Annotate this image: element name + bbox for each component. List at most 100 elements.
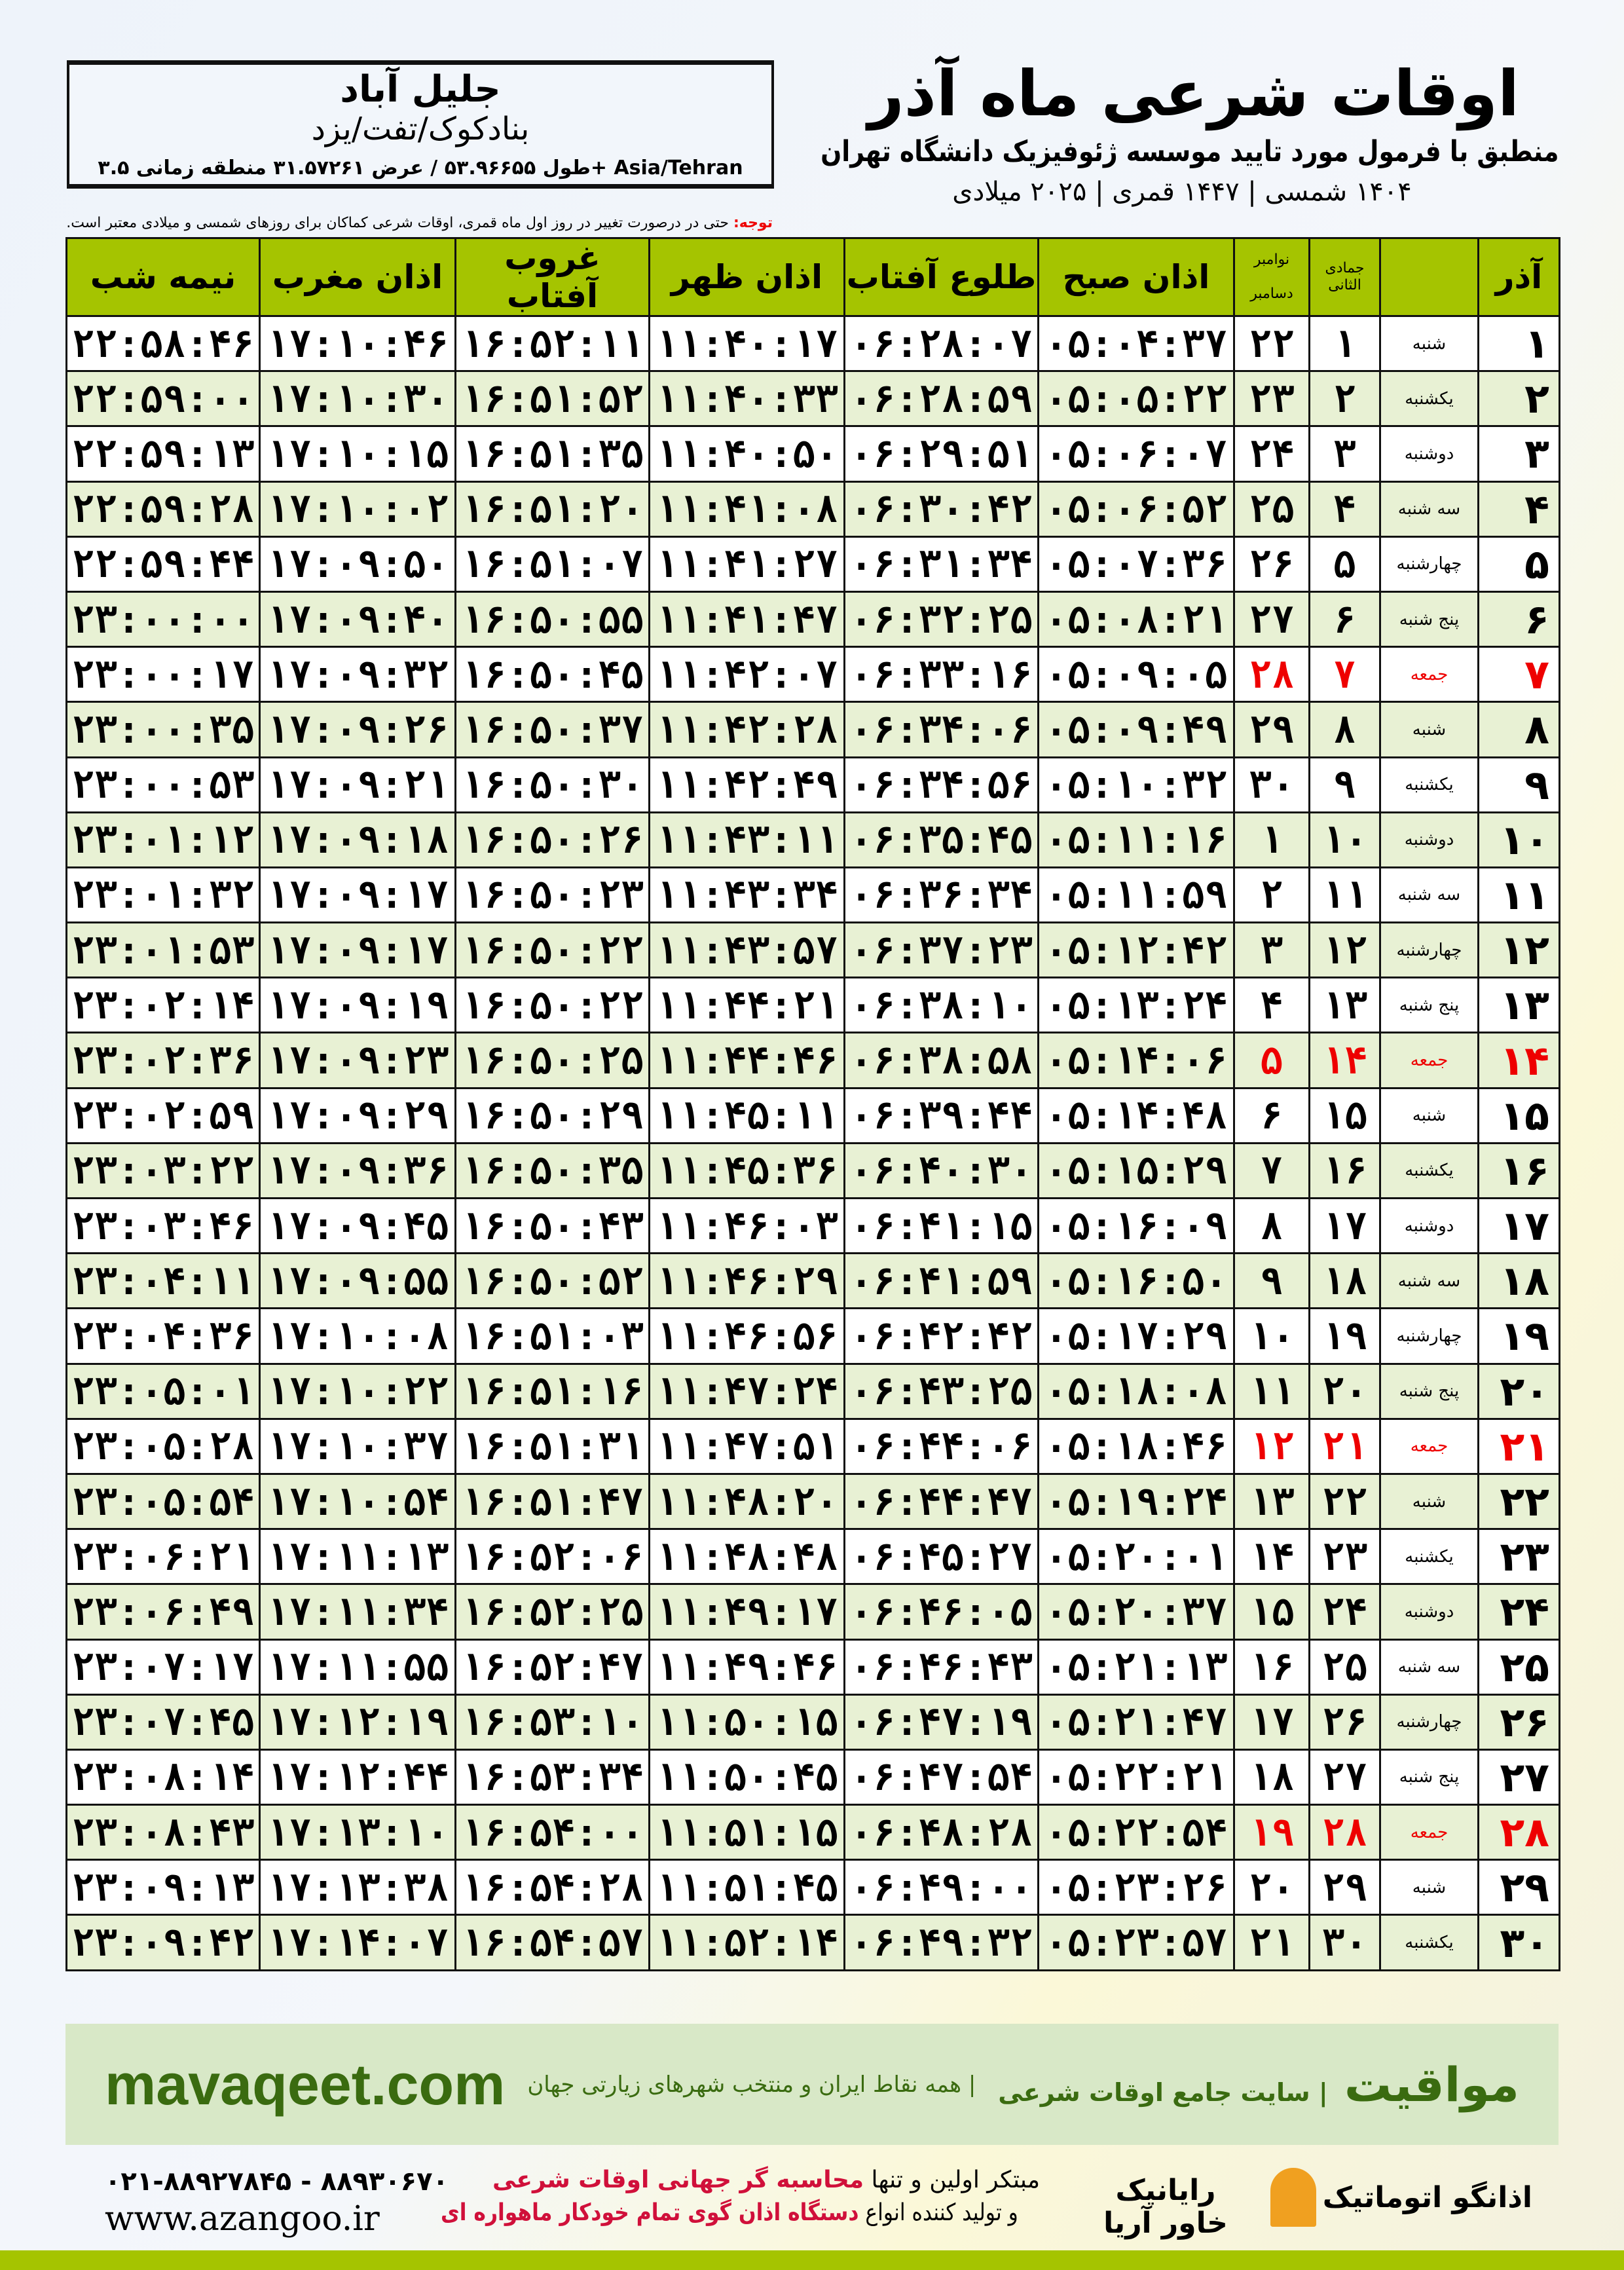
maghrib-time: ۱۷:۱۰:۳۰ [259,370,456,428]
weekday: چهارشنبه [1379,535,1479,593]
table-row: ۶ پنج شنبه ۶ ۲۷ ۰۵:۰۸:۲۱ ۰۶:۳۲:۲۵ ۱۱:۴۱:۴۷ ۱۶:۵… [65,590,1560,648]
weekday: یکشنبه [1379,1528,1479,1586]
site-link[interactable]: mavaqeet.com [105,2051,506,2117]
table-row: ۱۳ پنج شنبه ۱۳ ۴ ۰۵:۱۳:۲۴ ۰۶:۳۸:۱۰ ۱۱:۴۴:۲۱ ۱۶:… [65,977,1560,1034]
brand-logo: مواقیت | سایت جامع اوقات شرعی [998,2057,1519,2112]
dhuhr-time: ۱۱:۴۹:۱۷ [648,1583,845,1641]
sunset-time: ۱۶:۵۱:۳۱ [454,1417,650,1475]
website-link[interactable]: www.azangoo.ir [105,2199,380,2239]
greg-day: ۹ [1233,1252,1310,1310]
table-row: ۱۱ سه شنبه ۱۱ ۲ ۰۵:۱۱:۵۹ ۰۶:۳۶:۳۴ ۱۱:۴۳:۳۴ ۱۶:۵… [65,866,1560,924]
maghrib-time: ۱۷:۱۰:۴۶ [259,314,456,373]
greg-day: ۲۷ [1233,590,1310,648]
sunrise-time: ۰۶:۴۱:۱۵ [843,1197,1039,1255]
maghrib-time: ۱۷:۱۱:۱۳ [259,1528,456,1586]
sunset-time: ۱۶:۵۱:۰۷ [454,535,650,593]
fajr-time: ۰۵:۱۸:۰۸ [1037,1362,1235,1420]
day-number: ۲۴ [1477,1583,1560,1641]
sunset-time: ۱۶:۵۱:۲۰ [454,480,650,538]
page-subtitle-box: منطبق با فرمول مورد تایید موسسه ژئوفیزیک… [805,134,1559,170]
sunset-time: ۱۶:۵۳:۳۴ [454,1748,650,1806]
greg-day: ۵ [1233,1032,1310,1089]
hijri-day: ۲۹ [1308,1859,1381,1916]
dhuhr-time: ۱۱:۴۸:۲۰ [648,1472,845,1531]
sunset-time: ۱۶:۵۰:۲۶ [454,811,650,868]
sunrise-time: ۰۶:۴۶:۰۵ [843,1583,1039,1641]
fajr-time: ۰۵:۲۲:۲۱ [1037,1748,1235,1806]
weekday: چهارشنبه [1379,1693,1479,1751]
dhuhr-time: ۱۱:۴۷:۲۴ [648,1362,845,1420]
midnight-time: ۲۳:۰۰:۳۵ [65,701,261,758]
day-number: ۱۶ [1477,1142,1560,1200]
hijri-day: ۱۱ [1308,866,1381,924]
fajr-time: ۰۵:۱۴:۴۸ [1037,1087,1235,1144]
midnight-time: ۲۳:۰۵:۵۴ [65,1472,261,1531]
slogan-1a: مبتکر اولین و تنها [864,2167,1041,2193]
col-sunrise: طلوع آفتاب [843,237,1039,317]
maghrib-time: ۱۷:۰۹:۵۰ [259,535,456,593]
sunrise-time: ۰۶:۳۳:۱۶ [843,646,1039,703]
sunrise-time: ۰۶:۳۶:۳۴ [843,866,1039,924]
maghrib-time: ۱۷:۰۹:۴۰ [259,590,456,648]
sunrise-time: ۰۶:۳۴:۰۶ [843,701,1039,758]
day-number: ۱۳ [1477,977,1560,1034]
sunrise-time: ۰۶:۴۴:۴۷ [843,1472,1039,1531]
fajr-time: ۰۵:۰۶:۰۷ [1037,425,1235,483]
fajr-time: ۰۵:۱۷:۲۹ [1037,1307,1235,1365]
weekday: پنج شنبه [1379,1748,1479,1806]
sunset-time: ۱۶:۵۰:۲۲ [454,977,650,1034]
sunrise-time: ۰۶:۲۸:۰۷ [843,314,1039,373]
greg-day: ۲۸ [1233,646,1310,703]
slogan-line-2: و تولید کننده انواع دستگاه اذان گوی تمام… [441,2197,1061,2229]
day-number: ۱۹ [1477,1307,1560,1365]
year-line-box: ۱۴۰۴ شمسی | ۱۴۴۷ قمری | ۲۰۲۵ میلادی [805,176,1559,208]
weekday: پنج شنبه [1379,590,1479,648]
midnight-time: ۲۳:۰۵:۰۱ [65,1362,261,1420]
fajr-time: ۰۵:۱۲:۴۲ [1037,921,1235,979]
fajr-time: ۰۵:۱۰:۳۲ [1037,756,1235,813]
table-row: ۱ شنبه ۱ ۲۲ ۰۵:۰۴:۳۷ ۰۶:۲۸:۰۷ ۱۱:۴۰:۱۷ ۱۶:۵۲:۱۱… [65,314,1560,373]
sunrise-time: ۰۶:۴۷:۱۹ [843,1693,1039,1751]
day-number: ۳۰ [1477,1914,1560,1971]
hijri-day: ۶ [1308,590,1381,648]
table-row: ۵ چهارشنبه ۵ ۲۶ ۰۵:۰۷:۳۶ ۰۶:۳۱:۳۴ ۱۱:۴۱:۲۷ ۱۶:۵… [65,535,1560,593]
maghrib-time: ۱۷:۱۱:۵۵ [259,1638,456,1696]
hijri-day: ۱۹ [1308,1307,1381,1365]
weekday: شنبه [1379,314,1479,373]
year-line: ۱۴۰۴ شمسی | ۱۴۴۷ قمری | ۲۰۲۵ میلادی [952,177,1412,207]
day-number: ۱۵ [1477,1087,1560,1144]
sunset-time: ۱۶:۵۰:۲۲ [454,921,650,979]
dhuhr-time: ۱۱:۴۹:۴۶ [648,1638,845,1696]
region-name: بنادکوک/تفت/یزد [311,111,530,147]
sunrise-time: ۰۶:۴۶:۴۳ [843,1638,1039,1696]
weekday: جمعه [1379,1032,1479,1089]
dhuhr-time: ۱۱:۴۶:۲۹ [648,1252,845,1310]
table-row: ۲۲ شنبه ۲۲ ۱۳ ۰۵:۱۹:۲۴ ۰۶:۴۴:۴۷ ۱۱:۴۸:۲۰ ۱۶:۵۱:… [65,1472,1560,1531]
greg-day: ۱۸ [1233,1748,1310,1806]
weekday: چهارشنبه [1379,1307,1479,1365]
weekday: پنج شنبه [1379,977,1479,1034]
midnight-time: ۲۳:۰۴:۳۶ [65,1307,261,1365]
table-row: ۲۹ شنبه ۲۹ ۲۰ ۰۵:۲۳:۲۶ ۰۶:۴۹:۰۰ ۱۱:۵۱:۴۵ ۱۶:۵۴:… [65,1859,1560,1916]
maghrib-time: ۱۷:۱۱:۳۴ [259,1583,456,1641]
sunrise-time: ۰۶:۳۱:۳۴ [843,535,1039,593]
col-sunset: غروب آفتاب [454,237,650,317]
dhuhr-time: ۱۱:۴۸:۴۸ [648,1528,845,1586]
table-row: ۲ یکشنبه ۲ ۲۳ ۰۵:۰۵:۲۲ ۰۶:۲۸:۵۹ ۱۱:۴۰:۳۳ ۱۶:۵۱:… [65,370,1560,428]
greg-day: ۱۱ [1233,1362,1310,1420]
weekday: یکشنبه [1379,756,1479,813]
dhuhr-time: ۱۱:۵۱:۱۵ [648,1804,845,1861]
weekday: شنبه [1379,701,1479,758]
weekday: سه شنبه [1379,1252,1479,1310]
location-box: جلیل آباد بنادکوک/تفت/یزد طول ۵۳.۹۶۶۵۵ /… [67,60,774,189]
hijri-day: ۱ [1308,314,1381,373]
midnight-time: ۲۳:۰۰:۱۷ [65,646,261,703]
sunset-time: ۱۶:۵۰:۲۵ [454,1032,650,1089]
midnight-time: ۲۲:۵۹:۱۳ [65,425,261,483]
weekday: جمعه [1379,1417,1479,1475]
day-number: ۱۸ [1477,1252,1560,1310]
bottom-bar [0,2250,1624,2270]
maghrib-time: ۱۷:۱۳:۱۰ [259,1804,456,1861]
maghrib-time: ۱۷:۰۹:۱۷ [259,921,456,979]
banner-tag: | همه نقاط ایران و منتخب شهرهای زیارتی ج… [527,2071,976,2098]
